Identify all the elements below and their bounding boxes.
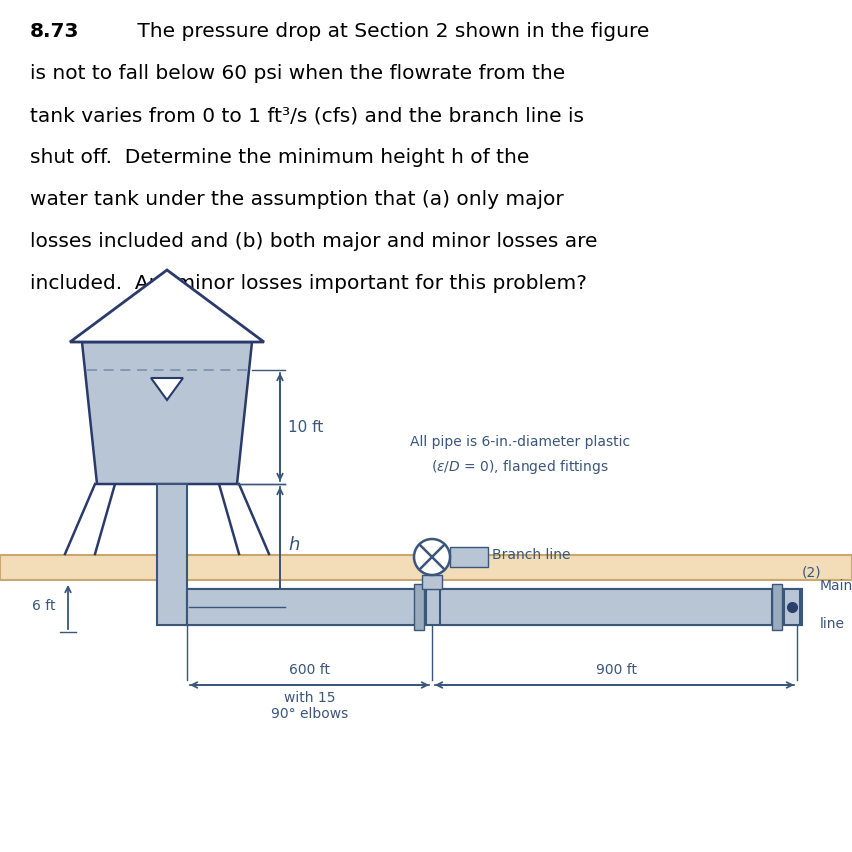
Text: Branch line: Branch line (492, 548, 571, 562)
Polygon shape (151, 378, 183, 400)
Text: shut off.  Determine the minimum height h of the: shut off. Determine the minimum height h… (30, 148, 529, 167)
Text: ($\varepsilon$/$D$ = 0), flanged fittings: ($\varepsilon$/$D$ = 0), flanged fitting… (431, 458, 609, 476)
Text: The pressure drop at Section 2 shown in the figure: The pressure drop at Section 2 shown in … (130, 22, 649, 41)
Circle shape (414, 539, 450, 575)
Text: Main: Main (820, 579, 852, 593)
Bar (187, 589, 426, 625)
Text: 900 ft: 900 ft (596, 663, 636, 677)
Text: water tank under the assumption that (a) only major: water tank under the assumption that (a)… (30, 190, 564, 209)
Bar (784, 589, 800, 625)
Polygon shape (82, 342, 252, 484)
Text: line: line (820, 617, 845, 631)
Bar (450, 547, 488, 567)
Text: 10 ft: 10 ft (288, 419, 323, 435)
Text: 600 ft: 600 ft (289, 663, 330, 677)
Text: h: h (288, 537, 299, 555)
Text: 8.73: 8.73 (30, 22, 79, 41)
Bar (414, 584, 424, 630)
Text: included.  Are minor losses important for this problem?: included. Are minor losses important for… (30, 274, 587, 293)
Text: tank varies from 0 to 1 ft³/s (cfs) and the branch line is: tank varies from 0 to 1 ft³/s (cfs) and … (30, 106, 584, 125)
Bar (422, 575, 442, 589)
Bar (157, 484, 187, 625)
Bar (440, 589, 772, 625)
Text: with 15: with 15 (284, 691, 335, 705)
Text: is not to fall below 60 psi when the flowrate from the: is not to fall below 60 psi when the flo… (30, 64, 565, 83)
Bar (185, 589, 802, 625)
Polygon shape (70, 270, 264, 342)
Text: (2): (2) (802, 565, 821, 579)
Bar (0, 555, 852, 580)
Text: All pipe is 6-in.-diameter plastic: All pipe is 6-in.-diameter plastic (410, 435, 630, 449)
Text: losses included and (b) both major and minor losses are: losses included and (b) both major and m… (30, 232, 597, 251)
Bar (772, 584, 782, 630)
Text: 90° elbows: 90° elbows (271, 707, 348, 721)
Text: 6 ft: 6 ft (32, 599, 56, 613)
